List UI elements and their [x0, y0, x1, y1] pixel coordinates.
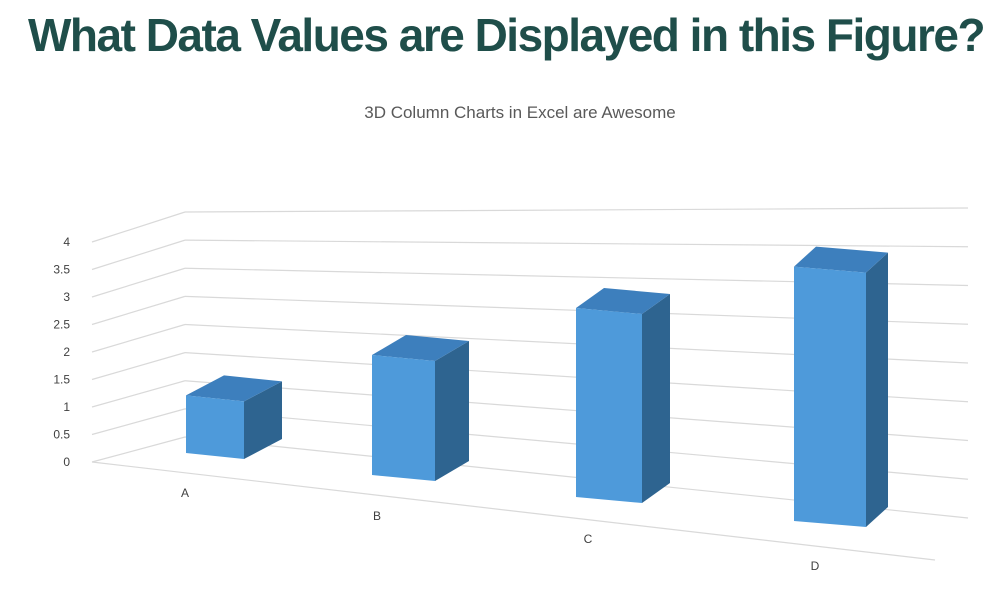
gridline-side-2	[91, 380, 186, 408]
y-tick-label: 4	[63, 235, 70, 249]
bar-D	[794, 246, 888, 527]
y-tick-label: 3	[63, 290, 70, 304]
gridline-side-8	[91, 211, 186, 243]
bar-top-face	[794, 246, 888, 273]
bar-side-face	[244, 381, 282, 459]
bar-top-face	[186, 375, 282, 402]
bar-top-face	[372, 335, 469, 361]
y-tick-label: 2.5	[53, 318, 70, 332]
y-tick-label: 2	[63, 345, 70, 359]
bar-front-face	[794, 266, 866, 527]
floor-front-edge	[91, 461, 936, 561]
x-category-label: B	[373, 509, 381, 523]
y-tick-label: 0	[63, 455, 70, 469]
y-tick-label: 0.5	[53, 428, 70, 442]
bar-front-face	[186, 395, 244, 459]
x-category-label: A	[181, 486, 189, 500]
y-tick-label: 3.5	[53, 263, 70, 277]
chart-title: 3D Column Charts in Excel are Awesome	[364, 103, 676, 122]
gridline-side-1	[91, 408, 186, 436]
gridline-side-4	[91, 323, 186, 353]
gridline-side-3	[91, 352, 186, 381]
bar-A	[186, 375, 282, 459]
y-axis-ticks: 0 0.5 1 1.5 2 2.5 3 3.5 4	[53, 235, 70, 469]
y-tick-label: 1.5	[53, 373, 70, 387]
bar-top-face	[576, 288, 670, 314]
bar-front-face	[576, 308, 642, 503]
bar-front-face	[372, 355, 435, 481]
x-category-label: D	[811, 559, 820, 573]
y-tick-label: 1	[63, 400, 70, 414]
slide-title: What Data Values are Displayed in this F…	[28, 9, 986, 61]
x-axis-categories: A B C D	[181, 486, 820, 573]
gridline-side-5	[91, 295, 186, 326]
bar-side-face	[435, 341, 469, 481]
gridline-back-7	[184, 239, 969, 248]
bars	[186, 246, 888, 527]
x-category-label: C	[584, 532, 593, 546]
gridline-side-0	[91, 436, 186, 463]
bar-B	[372, 335, 469, 481]
bar-side-face	[642, 294, 670, 503]
gridline-side-7	[91, 239, 186, 271]
gridline-side-6	[91, 267, 186, 298]
bar-side-face	[866, 252, 888, 527]
bar-C	[576, 288, 670, 503]
gridline-back-8	[184, 207, 969, 213]
